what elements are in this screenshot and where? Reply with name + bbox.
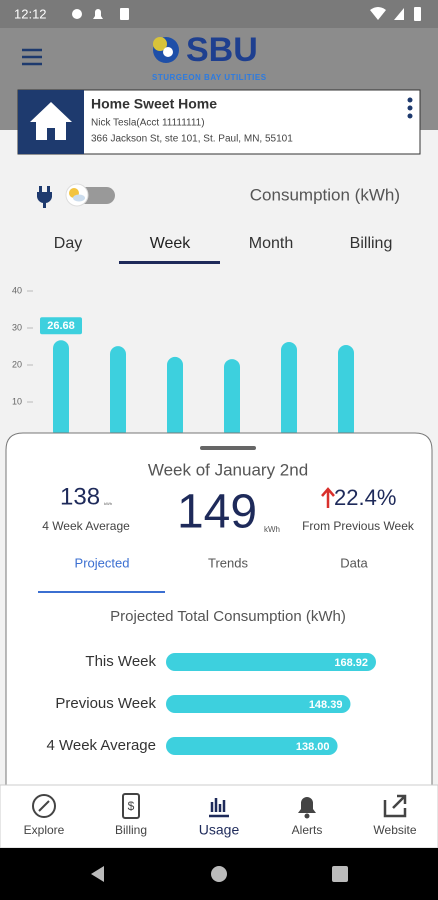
current-value: 149 bbox=[177, 486, 257, 539]
home-icon bbox=[30, 102, 72, 140]
recents-button[interactable] bbox=[332, 866, 348, 882]
nav-icon[interactable] bbox=[383, 794, 407, 818]
change-arrow bbox=[321, 487, 335, 508]
menu-button[interactable] bbox=[22, 48, 42, 66]
account-address: 366 Jackson St, ste 101, St. Paul, MN, 5… bbox=[91, 134, 293, 145]
card-menu[interactable] bbox=[407, 97, 413, 119]
period-tab[interactable]: Week bbox=[150, 235, 192, 252]
sub-tab[interactable]: Trends bbox=[208, 555, 248, 570]
average-unit: kWh bbox=[104, 501, 112, 506]
usage-bar[interactable] bbox=[110, 346, 126, 439]
bar-label-bg bbox=[40, 317, 82, 335]
plug-icon bbox=[37, 186, 52, 208]
change-label: From Previous Week bbox=[302, 519, 415, 533]
account-name: Home Sweet Home bbox=[91, 96, 217, 112]
home-door bbox=[47, 128, 55, 140]
logo-tagline: STURGEON BAY UTILITIES bbox=[152, 73, 267, 82]
logo-mark bbox=[153, 37, 179, 63]
bar-label: 26.68 bbox=[47, 320, 75, 332]
sub-tab[interactable]: Data bbox=[340, 555, 368, 570]
nav-icon[interactable]: $ bbox=[122, 793, 140, 819]
nav-icon-part bbox=[209, 798, 229, 818]
nav-icon[interactable] bbox=[298, 797, 316, 819]
nav-label[interactable]: Explore bbox=[24, 823, 65, 837]
home-button[interactable] bbox=[211, 866, 227, 882]
mode-label: Consumption (kWh) bbox=[250, 185, 400, 204]
nav-icon-part bbox=[32, 794, 56, 818]
value-label: 138.00 bbox=[296, 741, 330, 753]
usage-bar[interactable] bbox=[224, 359, 240, 439]
y-tick-label: 20 bbox=[12, 359, 22, 369]
period-tab[interactable]: Month bbox=[249, 235, 293, 252]
nav-icon-part bbox=[304, 813, 310, 819]
projection-bar bbox=[166, 737, 338, 755]
average-value: 138 bbox=[60, 483, 100, 510]
status-time: 12:12 bbox=[14, 6, 47, 21]
nav-icon[interactable] bbox=[32, 794, 56, 818]
y-tick-label: 40 bbox=[12, 285, 22, 295]
summary-title: Week of January 2nd bbox=[148, 460, 308, 479]
nav-label[interactable]: Billing bbox=[115, 823, 147, 837]
change-value: 22.4% bbox=[334, 485, 396, 510]
period-tab[interactable]: Billing bbox=[350, 235, 393, 252]
nav-icon-part bbox=[122, 793, 140, 819]
status-bar bbox=[0, 0, 438, 28]
account-card[interactable]: Home Sweet Home Nick Tesla(Acct 11111111… bbox=[17, 89, 421, 155]
nav-icon-part bbox=[383, 794, 407, 818]
current-unit: kWh bbox=[264, 525, 280, 534]
sub-tab-underline bbox=[38, 591, 165, 593]
logo-text: SBU bbox=[186, 31, 258, 69]
nav-label[interactable]: Website bbox=[373, 823, 416, 837]
nav-label[interactable]: Alerts bbox=[292, 823, 323, 837]
usage-bar[interactable] bbox=[338, 345, 354, 439]
period-tab[interactable]: Day bbox=[54, 235, 82, 252]
projection-bar bbox=[166, 695, 351, 713]
usage-bar[interactable] bbox=[281, 342, 297, 439]
sheet-handle[interactable] bbox=[200, 446, 256, 450]
nav-icon-part bbox=[298, 797, 316, 813]
gas-toggle[interactable] bbox=[65, 183, 115, 207]
sub-tab[interactable]: Projected bbox=[75, 555, 130, 570]
back-button[interactable] bbox=[91, 866, 104, 882]
row-label: 4 Week Average bbox=[46, 737, 156, 754]
projection-bar bbox=[166, 653, 376, 671]
usage-bar[interactable] bbox=[167, 356, 183, 439]
y-tick-label: 10 bbox=[12, 396, 22, 406]
tab-underline bbox=[119, 261, 220, 264]
row-label: This Week bbox=[85, 653, 156, 670]
value-label: 168.92 bbox=[334, 657, 368, 669]
average-label: 4 Week Average bbox=[42, 519, 130, 533]
row-label: Previous Week bbox=[55, 695, 156, 712]
nav-icon-part bbox=[38, 800, 50, 812]
status-icons bbox=[72, 7, 421, 21]
y-tick-label: 30 bbox=[12, 322, 22, 332]
nav-label[interactable]: Usage bbox=[199, 822, 240, 838]
projection-title: Projected Total Consumption (kWh) bbox=[110, 608, 346, 625]
nav-icon-part: $ bbox=[128, 799, 135, 813]
usage-bar[interactable] bbox=[53, 340, 69, 439]
account-holder: Nick Tesla(Acct 11111111) bbox=[91, 118, 205, 129]
nav-icon[interactable] bbox=[209, 798, 229, 818]
value-label: 148.39 bbox=[309, 699, 343, 711]
